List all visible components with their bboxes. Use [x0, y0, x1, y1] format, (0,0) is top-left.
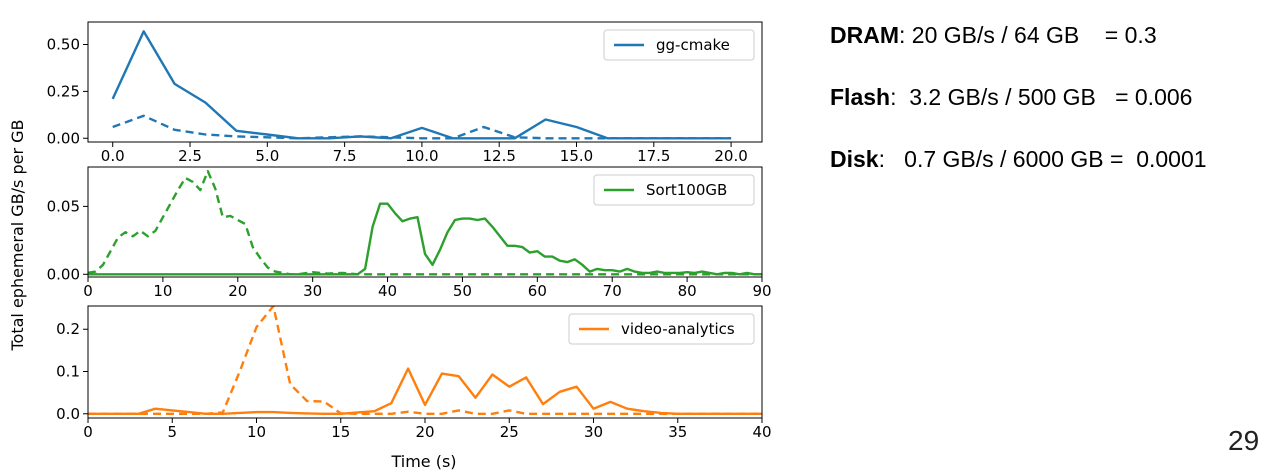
x-tick-label: 90 [752, 282, 771, 300]
ratio-value: : 3.2 GB/s / 500 GB = 0.006 [890, 84, 1193, 110]
chart-figure: 0.0 2.5 5.0 7.5 10.0 12.5 15.0 17.5 20.00.000.25… [8, 21, 772, 471]
x-tick-label: 20 [415, 423, 434, 441]
y-tick-label: 0.2 [56, 320, 80, 338]
x-tick-label: 20 [228, 282, 247, 300]
x-tick-label: 15.0 [560, 147, 593, 165]
series-line-solid [88, 202, 762, 276]
x-tick-label: 10.0 [405, 147, 438, 165]
legend-box [603, 29, 755, 61]
series-line-dashed [88, 306, 762, 415]
chart-panel-video-analytics: 0 5 10 15 20 25 30 35 40 0.0 0.1 0.2 video-analytics [56, 305, 772, 441]
y-tick-label: 0.25 [47, 82, 80, 100]
x-tick-label: 25 [500, 423, 519, 441]
plot-frame [87, 166, 763, 278]
series-line-dashed [112, 114, 732, 140]
x-tick-label: 30 [303, 282, 322, 300]
memory-ratio-list: DRAM: 20 GB/s / 64 GB = 0.3 Flash: 3.2 G… [830, 22, 1207, 208]
ratio-name: DRAM [830, 22, 899, 48]
x-tick-label: 10 [247, 423, 266, 441]
y-axis-label: Total ephemeral GB/s per GB [8, 119, 27, 351]
x-tick-label: 70 [603, 282, 622, 300]
x-tick-label: 80 [678, 282, 697, 300]
x-axis-label: Time (s) [390, 452, 456, 471]
x-tick-label: 12.5 [482, 147, 515, 165]
legend-label: Sort100GB [646, 181, 727, 199]
series-line-solid [88, 367, 762, 415]
legend-label: gg-cmake [656, 36, 730, 54]
x-tick-label: 20.0 [714, 147, 747, 165]
x-tick-label: 15 [331, 423, 350, 441]
series-line-dashed [88, 169, 762, 276]
x-tick-label: 35 [668, 423, 687, 441]
x-tick-label: 50 [453, 282, 472, 300]
x-tick-label: 2.5 [178, 147, 202, 165]
y-tick-label: 0.50 [47, 36, 80, 54]
x-tick-label: 5 [167, 423, 177, 441]
legend-label: video-analytics [621, 320, 735, 338]
ratio-value: : 20 GB/s / 64 GB = 0.3 [899, 22, 1157, 48]
x-tick-label: 10 [153, 282, 172, 300]
ratio-disk: Disk: 0.7 GB/s / 6000 GB = 0.0001 [830, 146, 1207, 176]
x-tick-label: 0.0 [101, 147, 125, 165]
ratio-value: : 0.7 GB/s / 6000 GB = 0.0001 [878, 146, 1207, 172]
y-tick-label: 0.0 [56, 405, 80, 423]
x-tick-label: 0 [83, 282, 93, 300]
x-tick-label: 7.5 [333, 147, 357, 165]
y-tick-label: 0.00 [47, 265, 80, 283]
slide-number: 29 [1228, 425, 1260, 456]
x-tick-label: 60 [528, 282, 547, 300]
chart-panel-sort100gb: 0 10 20 30 40 50 60 70 80 90 0.00 0.05 Sort100GB [47, 166, 772, 300]
ratio-flash: Flash: 3.2 GB/s / 500 GB = 0.006 [830, 84, 1207, 114]
plot-frame [87, 21, 763, 143]
x-tick-label: 40 [752, 423, 771, 441]
y-tick-label: 0.1 [56, 363, 80, 381]
x-tick-label: 17.5 [637, 147, 670, 165]
x-tick-label: 30 [584, 423, 603, 441]
y-tick-label: 0.00 [47, 129, 80, 147]
ratio-dram: DRAM: 20 GB/s / 64 GB = 0.3 [830, 22, 1207, 52]
x-tick-label: 5.0 [255, 147, 279, 165]
ratio-name: Disk [830, 146, 879, 172]
y-tick-label: 0.05 [47, 197, 80, 215]
ratio-name: Flash [830, 84, 891, 110]
legend-box [568, 313, 755, 345]
legend-box [593, 174, 755, 206]
x-tick-label: 40 [378, 282, 397, 300]
x-tick-label: 0 [83, 423, 93, 441]
chart-panel-gg-cmake: 0.0 2.5 5.0 7.5 10.0 12.5 15.0 17.5 20.0 0.00 0.25… [47, 21, 763, 165]
